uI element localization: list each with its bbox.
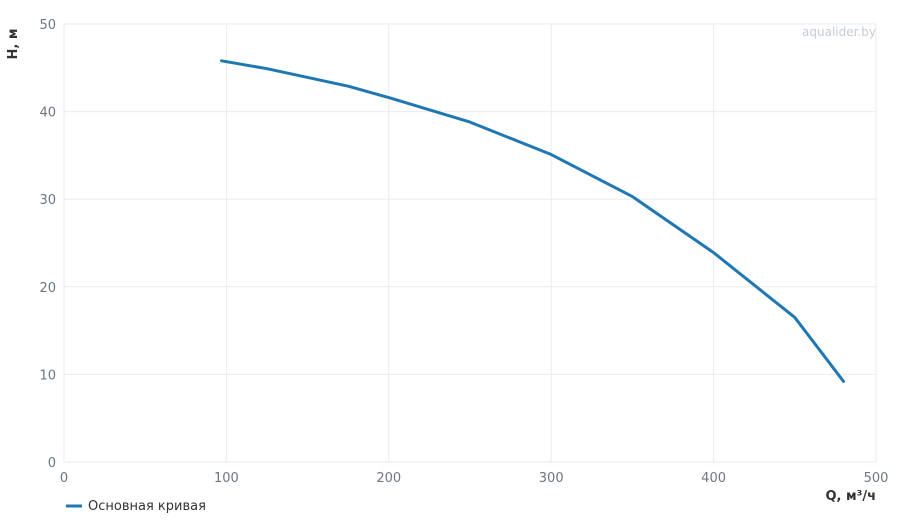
y-tick-label: 0: [48, 456, 56, 471]
y-axis-label: H, м: [6, 29, 21, 60]
y-tick-label: 40: [39, 106, 56, 121]
x-tick-label: 100: [214, 471, 239, 486]
x-tick-label: 0: [60, 471, 68, 486]
x-tick-label: 200: [376, 471, 401, 486]
y-tick-label: 50: [39, 18, 56, 33]
y-tick-label: 10: [39, 368, 56, 383]
x-axis-label: Q, м³/ч: [825, 489, 876, 504]
x-tick-label: 300: [539, 471, 564, 486]
legend-label[interactable]: Основная кривая: [88, 499, 206, 514]
y-tick-label: 30: [39, 193, 56, 208]
curve: [220, 59, 846, 383]
y-tick-label: 20: [39, 281, 56, 296]
watermark: aqualider.by: [802, 25, 876, 39]
x-tick-label: 500: [864, 471, 889, 486]
x-tick-label: 400: [701, 471, 726, 486]
